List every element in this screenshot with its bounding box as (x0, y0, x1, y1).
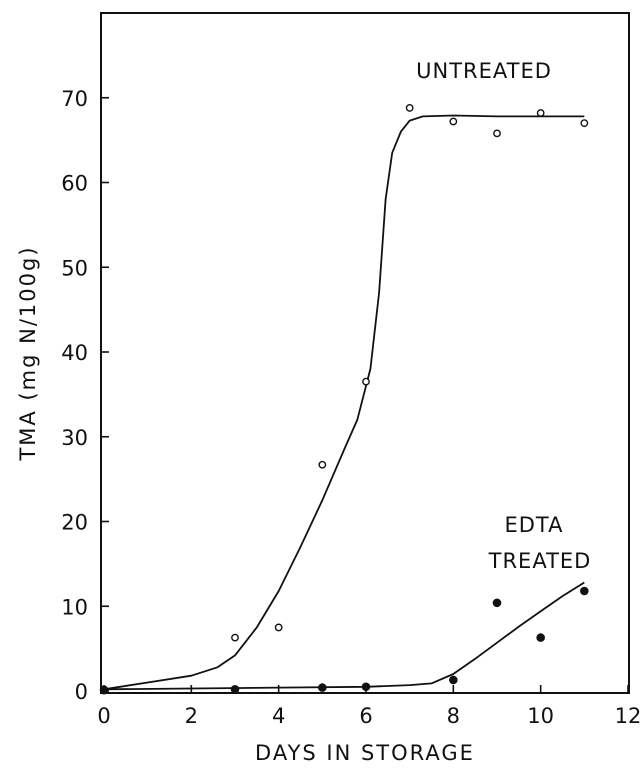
y-tick-label: 60 (61, 172, 88, 196)
y-tick-label: 30 (61, 426, 88, 450)
x-axis: 0 2 4 6 8 10 12 (97, 685, 641, 728)
point-untreated (318, 460, 327, 469)
y-axis-label: TMA (mg N/100g) (16, 245, 40, 461)
point-untreated (405, 104, 414, 112)
x-axis-label: DAYS IN STORAGE (255, 741, 475, 765)
point-untreated (274, 623, 283, 632)
point-edta-treated (492, 598, 502, 608)
x-tick-label: 10 (527, 704, 554, 728)
annotation-untreated: UNTREATED (416, 59, 552, 83)
y-tick-label: 10 (61, 595, 88, 619)
point-untreated (231, 633, 239, 642)
plot-frame (100, 12, 630, 694)
fit-curve-edta-treated (103, 581, 585, 691)
annotation-edta: EDTA (504, 513, 563, 537)
x-tick-label: 4 (272, 704, 285, 728)
point-edta-treated (361, 682, 371, 692)
y-tick-label: 70 (61, 87, 88, 111)
point-edta-treated (318, 683, 327, 692)
point-untreated (493, 129, 501, 138)
point-edta-treated (449, 675, 458, 685)
x-tick-label: 8 (447, 704, 460, 728)
data-points (99, 104, 589, 695)
point-edta-treated (536, 633, 545, 642)
fit-curve-untreated (103, 114, 585, 691)
y-axis: 0 10 20 30 40 50 60 70 (61, 87, 109, 704)
point-untreated (536, 109, 545, 117)
x-tick-label: 2 (185, 704, 198, 728)
point-untreated (580, 119, 589, 128)
y-tick-label: 20 (61, 511, 88, 535)
point-edta-treated (230, 685, 240, 694)
y-tick-label: 40 (61, 341, 88, 365)
fit-curves (103, 114, 585, 691)
point-edta-treated (580, 586, 589, 596)
x-tick-label: 6 (359, 704, 372, 728)
x-tick-label: 0 (97, 704, 110, 728)
point-edta-treated (99, 685, 109, 695)
point-untreated (449, 117, 458, 126)
annotation-treated: TREATED (488, 549, 592, 573)
point-untreated (362, 377, 370, 386)
y-tick-label: 0 (75, 680, 88, 704)
x-tick-label: 12 (615, 704, 642, 728)
y-tick-label: 50 (61, 256, 88, 280)
